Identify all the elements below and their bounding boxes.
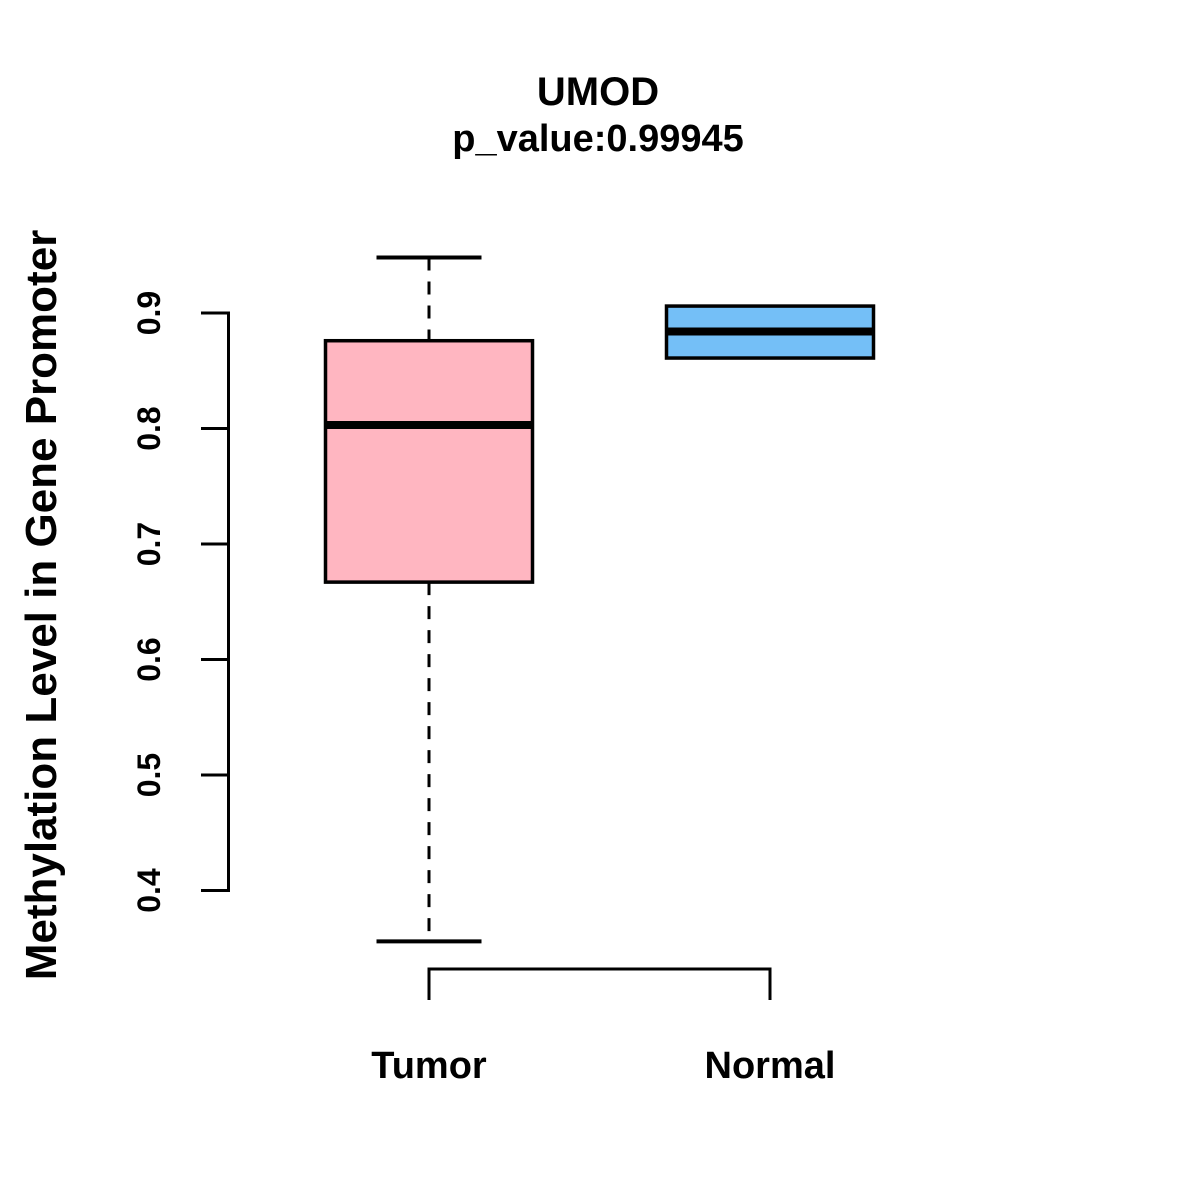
y-tick-label: 0.6 [131,637,167,681]
y-tick-label: 0.5 [131,753,167,797]
y-tick-label: 0.7 [131,522,167,566]
iqr-box [323,338,535,584]
y-axis: 0.4 0.5 0.6 0.7 0.8 0.9 [131,291,230,913]
chart-title: UMOD [536,70,660,114]
boxplots [323,255,876,944]
x-category-label: Tumor [371,1045,487,1087]
y-tick-label: 0.8 [131,406,167,450]
x-category-label: Normal [705,1045,836,1087]
x-axis: Tumor Normal [371,967,836,1087]
boxplot-normal [664,304,876,360]
y-axis-title: Methylation Level in Gene Promoter [17,230,66,981]
chart-subtitle: p_value:0.99945 [452,118,744,160]
boxplot-tumor [323,255,535,944]
y-tick-label: 0.9 [131,291,167,335]
y-tick-label: 0.4 [131,868,167,913]
